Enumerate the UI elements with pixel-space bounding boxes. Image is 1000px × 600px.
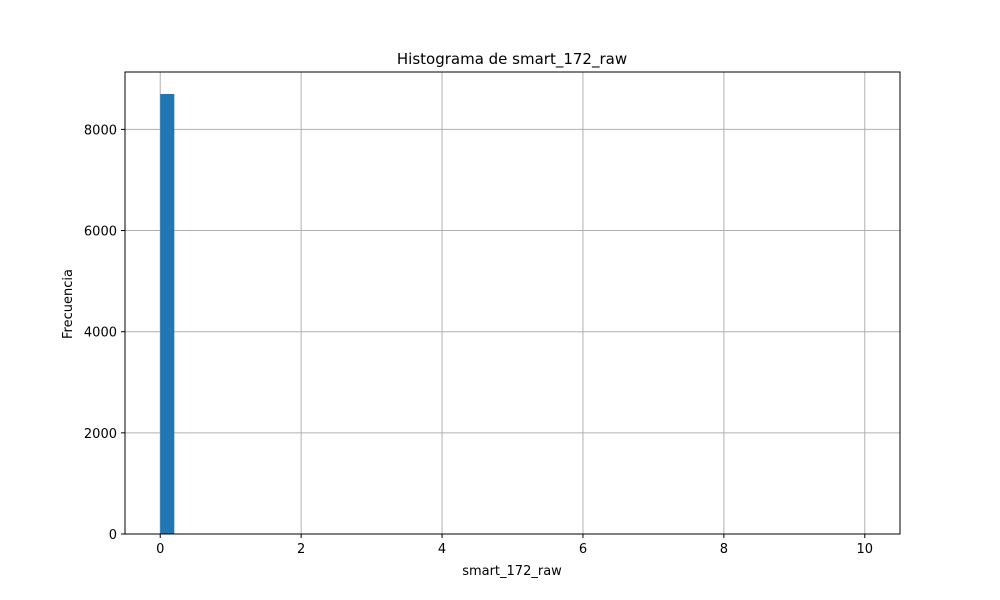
y-axis-label: Frecuencia: [61, 269, 76, 339]
y-tick-label: 4000: [84, 326, 117, 341]
x-tick-label: 4: [438, 542, 446, 557]
plot-frame: [124, 71, 901, 535]
y-tick-label: 0: [109, 528, 117, 543]
y-tick-label: 2000: [84, 427, 117, 442]
x-axis-label: smart_172_raw: [462, 564, 562, 579]
x-tick-label: 8: [720, 542, 728, 557]
chart-title: Histograma de smart_172_raw: [397, 50, 627, 69]
x-tick-label: 6: [579, 542, 587, 557]
histogram-bar: [160, 94, 175, 534]
y-tick-label: 6000: [84, 225, 117, 240]
x-tick-label: 2: [297, 542, 305, 557]
axis-ticks: 0 2 4 6 8 10 0 2000 4000 6000 8000: [84, 123, 873, 557]
x-tick-label: 0: [156, 542, 164, 557]
histogram-bars: [160, 94, 175, 534]
x-tick-label: 10: [856, 542, 873, 557]
y-tick-label: 8000: [84, 123, 117, 138]
